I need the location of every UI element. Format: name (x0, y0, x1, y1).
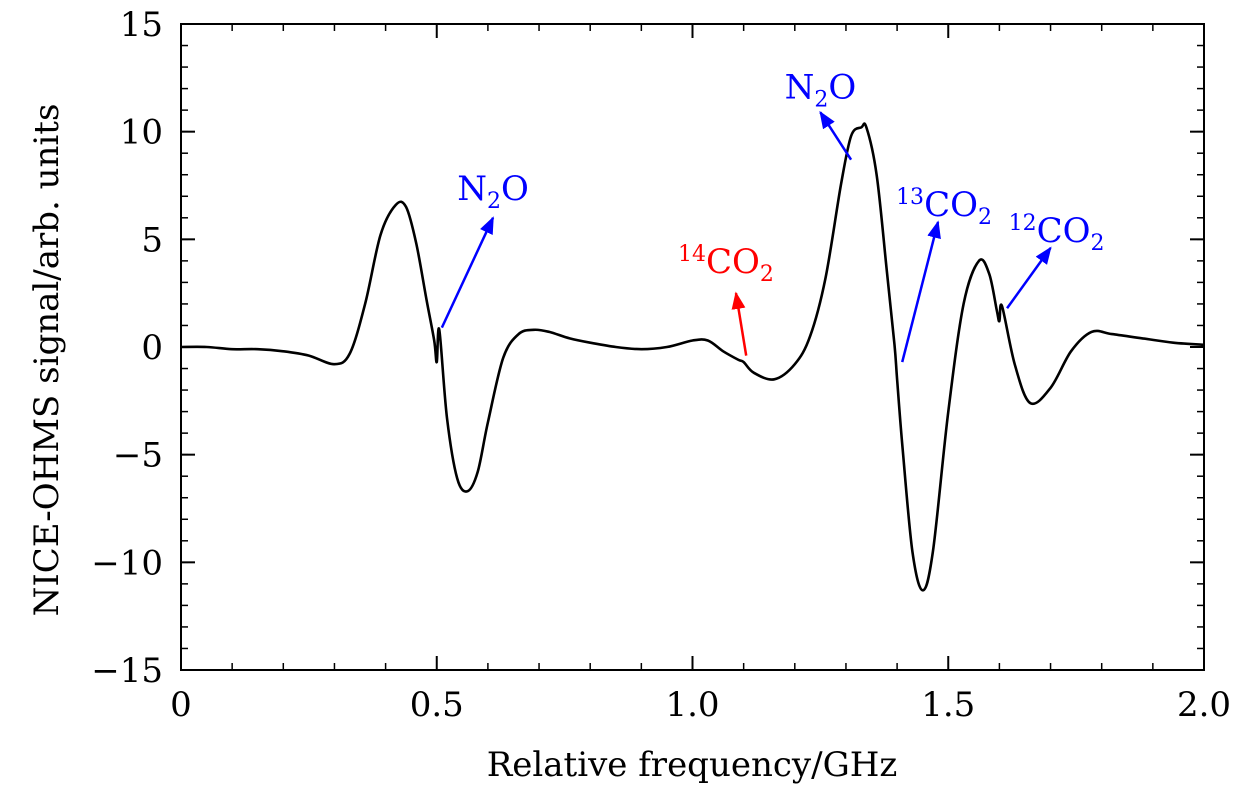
tick-labels: 0 0.5 1.0 1.5 2.0 15 10 5 0 −5 −10 −15 (91, 5, 1231, 725)
y-tick-label: −15 (91, 651, 163, 691)
y-tick-label: 10 (120, 113, 163, 153)
x-tick-label: 1.5 (921, 685, 975, 725)
annotation-arrow (440, 216, 495, 329)
annotation: N2O (440, 169, 529, 329)
annotation: N2O (785, 67, 857, 161)
annotation-arrow (901, 220, 941, 363)
axis-ticks (180, 23, 1205, 671)
annotation-label: 14CO2 (678, 242, 774, 287)
x-tick-label: 0 (170, 685, 192, 725)
annotation-label: N2O (457, 169, 529, 214)
y-tick-label: 5 (141, 220, 163, 260)
y-tick-label: −10 (91, 543, 163, 583)
annotation: 13CO2 (896, 185, 992, 363)
y-tick-label: 15 (120, 5, 163, 45)
annotations: N2O 14CO2 N2O 13CO2 12CO2 (440, 67, 1105, 363)
y-axis-label: NICE-OHMS signal/arb. units (27, 104, 67, 617)
annotation-label: N2O (785, 67, 857, 112)
annotation-sup: 12 (1009, 211, 1037, 236)
x-tick-label: 2.0 (1177, 685, 1231, 725)
y-tick-label: 0 (141, 328, 163, 368)
plot-frame (180, 23, 1205, 671)
x-tick-label: 0.5 (410, 685, 464, 725)
annotation-arrow (1006, 246, 1052, 309)
annotation-arrow (819, 110, 853, 161)
annotation-label: 12CO2 (1009, 211, 1105, 256)
annotation-label: 13CO2 (896, 185, 992, 230)
x-axis-label: Relative frequency/GHz (487, 745, 898, 785)
signal-line (180, 122, 1205, 592)
x-tick-label: 1.0 (665, 685, 719, 725)
annotation: 12CO2 (1006, 211, 1105, 309)
annotation-arrow (731, 291, 748, 356)
annotation: 14CO2 (678, 242, 774, 356)
annotation-sup: 13 (896, 185, 924, 210)
y-tick-label: −5 (113, 436, 163, 476)
annotation-sup: 14 (678, 242, 706, 267)
